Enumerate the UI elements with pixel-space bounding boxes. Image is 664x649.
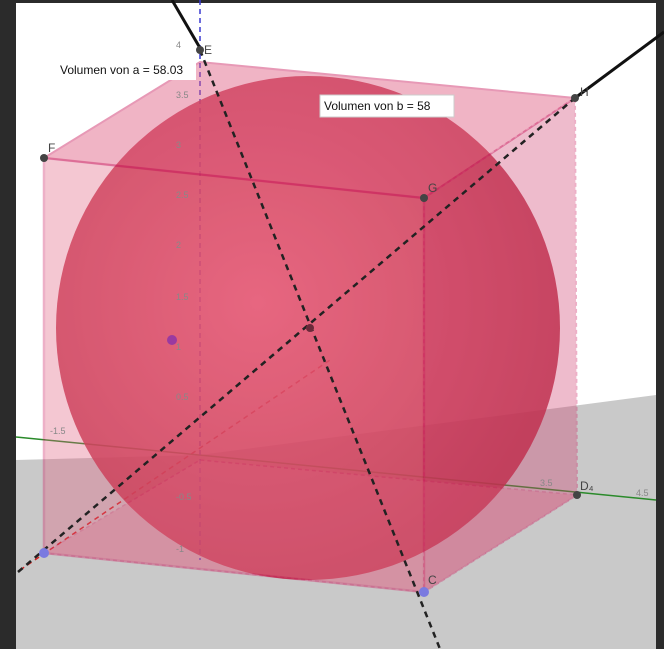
point[interactable] bbox=[573, 491, 581, 499]
point[interactable] bbox=[420, 194, 428, 202]
diagonal-line bbox=[198, 49, 442, 649]
point[interactable] bbox=[167, 335, 177, 345]
tick-label: -0.5 bbox=[176, 492, 192, 502]
cube-right-face[interactable] bbox=[423, 96, 579, 594]
point-label: E bbox=[204, 43, 212, 57]
point-label: D₄ bbox=[580, 479, 594, 493]
tick-label: 3 bbox=[176, 140, 181, 150]
point[interactable] bbox=[571, 94, 579, 102]
tick-label: 4.5 bbox=[636, 488, 649, 498]
point[interactable] bbox=[419, 587, 429, 597]
point[interactable] bbox=[40, 154, 48, 162]
point[interactable] bbox=[39, 548, 49, 558]
tick-label: 1.5 bbox=[176, 292, 189, 302]
label-box[interactable] bbox=[55, 60, 196, 80]
point[interactable] bbox=[196, 46, 204, 54]
point-label: H bbox=[580, 85, 589, 99]
tick-label: 3.5 bbox=[540, 478, 553, 488]
volume-label: Volumen von a = 58.03 bbox=[60, 63, 183, 77]
tick-label: -1 bbox=[176, 544, 184, 554]
point-label: G bbox=[428, 181, 437, 195]
point-label: C bbox=[428, 573, 437, 587]
tick-label: 0.5 bbox=[176, 392, 189, 402]
tick-label: 2 bbox=[176, 240, 181, 250]
line bbox=[574, 30, 664, 100]
center-point[interactable] bbox=[306, 324, 314, 332]
tick-label: 3.5 bbox=[176, 90, 189, 100]
diagonal-line bbox=[17, 97, 576, 573]
point-label: F bbox=[48, 141, 55, 155]
label-box[interactable] bbox=[319, 94, 455, 118]
volume-label: Volumen von b = 58 bbox=[324, 99, 431, 113]
line bbox=[170, 0, 202, 49]
tick-label: 2.5 bbox=[176, 190, 189, 200]
z-tick-labels: 4 3.5 3 2.5 2 1.5 1 0.5 -0.5 -1 bbox=[176, 40, 192, 554]
tick-label: 4 bbox=[176, 40, 181, 50]
tick-label: -1.5 bbox=[50, 426, 66, 436]
tick-label: 1 bbox=[176, 342, 181, 352]
